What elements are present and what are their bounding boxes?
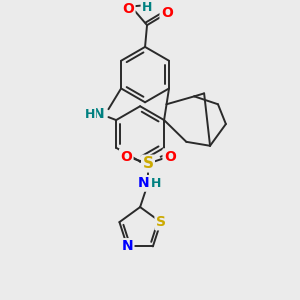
Text: N: N	[122, 239, 133, 254]
Text: O: O	[120, 150, 132, 164]
Text: S: S	[142, 156, 154, 171]
Text: O: O	[164, 150, 176, 164]
Text: O: O	[161, 6, 173, 20]
Text: S: S	[156, 215, 166, 229]
Text: O: O	[122, 2, 134, 16]
Text: H: H	[151, 177, 161, 190]
Text: H: H	[85, 108, 95, 121]
Text: N: N	[137, 176, 149, 190]
Text: H: H	[142, 1, 152, 14]
Text: N: N	[93, 107, 104, 121]
